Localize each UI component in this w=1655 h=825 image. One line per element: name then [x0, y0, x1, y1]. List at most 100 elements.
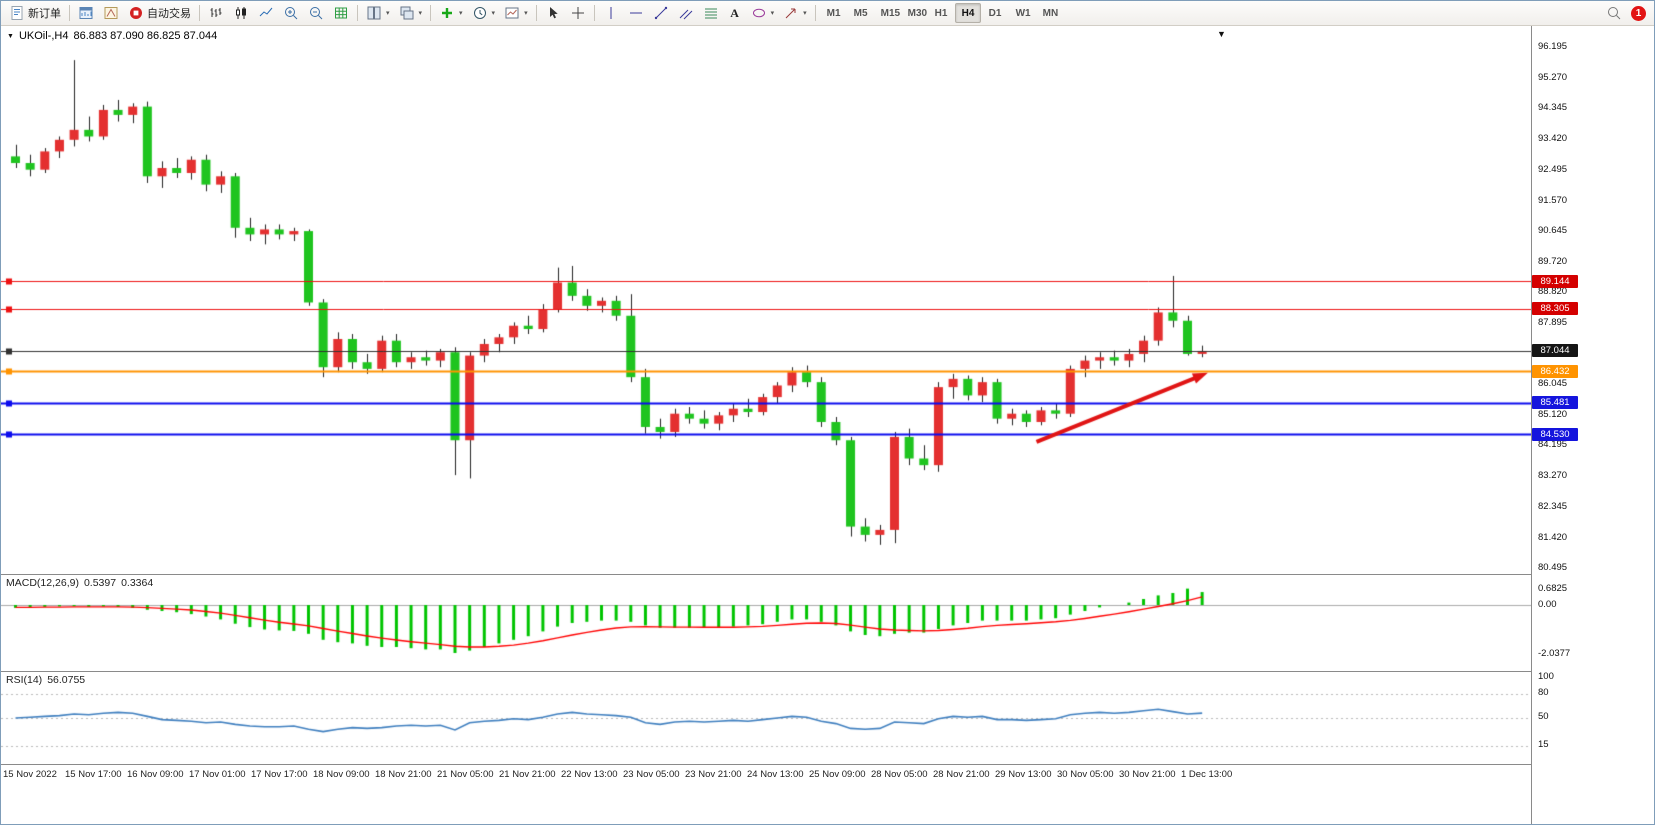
time-axis-label: 28 Nov 21:00	[933, 769, 990, 780]
price-axis-label: 96.195	[1538, 41, 1568, 52]
price-axis[interactable]: 96.195 95.270 94.345 93.420 92.495 91.570 90.6…	[1531, 26, 1654, 824]
chart-ohlc-values: 86.883 87.090 86.825 87.044	[73, 30, 218, 42]
separator	[593, 5, 595, 21]
timeframe-m30-button[interactable]: M30	[901, 3, 927, 23]
price-level-badge-89.144: 89.144	[1532, 274, 1578, 288]
time-axis-label: 15 Nov 2022	[3, 769, 57, 780]
price-level-badge-86.432: 86.432	[1532, 364, 1578, 378]
timeframe-m1-button[interactable]: M1	[820, 3, 846, 23]
horizontal-line-tool-button[interactable]	[624, 3, 648, 24]
market-watch-icon	[79, 7, 93, 19]
templates-button[interactable]: ▾	[500, 3, 532, 24]
price-axis-label: 95.270	[1538, 71, 1568, 83]
horizontal-line-icon	[629, 12, 642, 14]
rsi-axis-label: 50	[1538, 711, 1549, 722]
shapes-tool-button[interactable]: ▾	[747, 3, 779, 24]
price-axis-label: 88.820	[1538, 285, 1568, 297]
channel-tool-button[interactable]	[674, 3, 698, 24]
trendline-tool-button[interactable]	[649, 3, 673, 24]
rsi-value: 56.0755	[47, 674, 86, 686]
chart-title: UKOil-,H4	[18, 30, 69, 42]
timeframe-w1-button[interactable]: W1	[1009, 3, 1035, 23]
dropdown-caret-icon: ▾	[459, 10, 463, 17]
new-order-button[interactable]: 新订单	[5, 3, 65, 24]
grid-icon	[335, 7, 347, 19]
rsi-canvas[interactable]	[1, 672, 1531, 763]
time-axis-label: 23 Nov 05:00	[623, 769, 680, 780]
chart-collapse-icon[interactable]: ▼	[7, 32, 14, 40]
add-indicator-button[interactable]: ▾	[435, 3, 467, 24]
macd-canvas[interactable]	[1, 575, 1531, 670]
rsi-axis-label: 100	[1538, 671, 1554, 682]
price-level-badge-84.530: 84.530	[1532, 427, 1578, 441]
tile-windows-button[interactable]: ▾	[362, 3, 394, 24]
candlestick-chart-button[interactable]	[229, 3, 253, 24]
fibonacci-tool-button[interactable]	[699, 3, 723, 24]
vertical-line-icon	[610, 7, 612, 19]
separator	[430, 5, 432, 21]
timeframe-m15-button[interactable]: M15	[874, 3, 900, 23]
cursor-icon	[549, 7, 558, 19]
template-icon	[505, 7, 519, 19]
time-axis-label: 22 Nov 13:00	[561, 769, 618, 780]
time-axis-label: 28 Nov 05:00	[871, 769, 928, 780]
timeframe-h4-button[interactable]: H4	[954, 3, 981, 23]
separator	[814, 5, 816, 21]
new-order-icon	[11, 6, 23, 20]
price-axis-label: 80.495	[1538, 562, 1568, 574]
rsi-axis-label: 80	[1538, 687, 1549, 698]
time-axis-label: 23 Nov 21:00	[685, 769, 742, 780]
price-axis-label: 83.270	[1538, 470, 1568, 482]
text-tool-button[interactable]: A	[724, 3, 746, 24]
dropdown-caret-icon: ▾	[418, 10, 423, 17]
navigator-button[interactable]	[99, 3, 123, 24]
market-watch-button[interactable]	[74, 3, 98, 24]
macd-panel: MACD(12,26,9) 0.5397 0.3364	[1, 574, 1531, 671]
timeframe-m5-button[interactable]: M5	[847, 3, 873, 23]
dropdown-caret-icon: ▾	[386, 10, 390, 17]
timeframe-d1-button[interactable]: D1	[982, 3, 1008, 23]
price-axis-label: 87.895	[1538, 316, 1568, 328]
tile-windows-icon	[367, 6, 381, 20]
periods-button[interactable]: ▾	[468, 3, 500, 24]
time-axis-label: 21 Nov 05:00	[437, 769, 494, 780]
time-axis-label: 1 Dec 13:00	[1181, 769, 1233, 780]
timeframe-bar: M1 M5 M15 M30 H1 H4 D1 W1 MN	[820, 3, 1062, 23]
rsi-name: RSI(14)	[6, 674, 43, 686]
macd-name: MACD(12,26,9)	[6, 577, 79, 589]
cursor-button[interactable]	[541, 3, 565, 24]
bar-chart-button[interactable]	[204, 3, 228, 24]
crosshair-button[interactable]	[566, 3, 590, 24]
clock-icon	[473, 7, 486, 19]
cascade-windows-button[interactable]: ▾	[395, 3, 427, 24]
autotrade-label: 自动交易	[147, 8, 191, 20]
notification-badge[interactable]: 1	[1631, 5, 1646, 21]
autotrade-button[interactable]: 自动交易	[124, 3, 195, 24]
vertical-line-tool-button[interactable]	[599, 3, 623, 24]
time-axis[interactable]: 15 Nov 2022 15 Nov 17:00 16 Nov 09:00 17 No…	[1, 764, 1531, 787]
zoom-out-button[interactable]	[304, 3, 328, 24]
time-axis-label: 30 Nov 21:00	[1119, 769, 1176, 780]
dropdown-caret-icon: ▾	[803, 10, 807, 17]
time-axis-label: 29 Nov 13:00	[995, 769, 1052, 780]
line-chart-button[interactable]	[254, 3, 278, 24]
navigator-icon	[104, 7, 118, 19]
grid-button[interactable]	[329, 3, 353, 24]
search-button[interactable]	[1602, 3, 1626, 24]
bottom-filler	[1, 787, 1531, 824]
time-axis-label: 25 Nov 09:00	[809, 769, 866, 780]
price-axis-label: 85.120	[1538, 408, 1568, 420]
time-axis-label: 30 Nov 05:00	[1057, 769, 1114, 780]
arrows-tool-button[interactable]: ▾	[779, 3, 811, 24]
price-axis-label: 94.345	[1538, 102, 1568, 114]
timeframe-h1-button[interactable]: H1	[928, 3, 954, 23]
separator	[357, 5, 358, 21]
fibonacci-icon	[704, 8, 717, 19]
timeframe-mn-button[interactable]: MN	[1036, 3, 1062, 23]
zoom-in-button[interactable]	[279, 3, 303, 24]
dropdown-caret-icon: ▾	[770, 10, 775, 17]
rsi-panel: RSI(14) 56.0755	[1, 671, 1531, 764]
scroll-to-end-icon[interactable]: ▼	[1217, 29, 1226, 39]
price-chart-canvas[interactable]	[1, 26, 1531, 574]
